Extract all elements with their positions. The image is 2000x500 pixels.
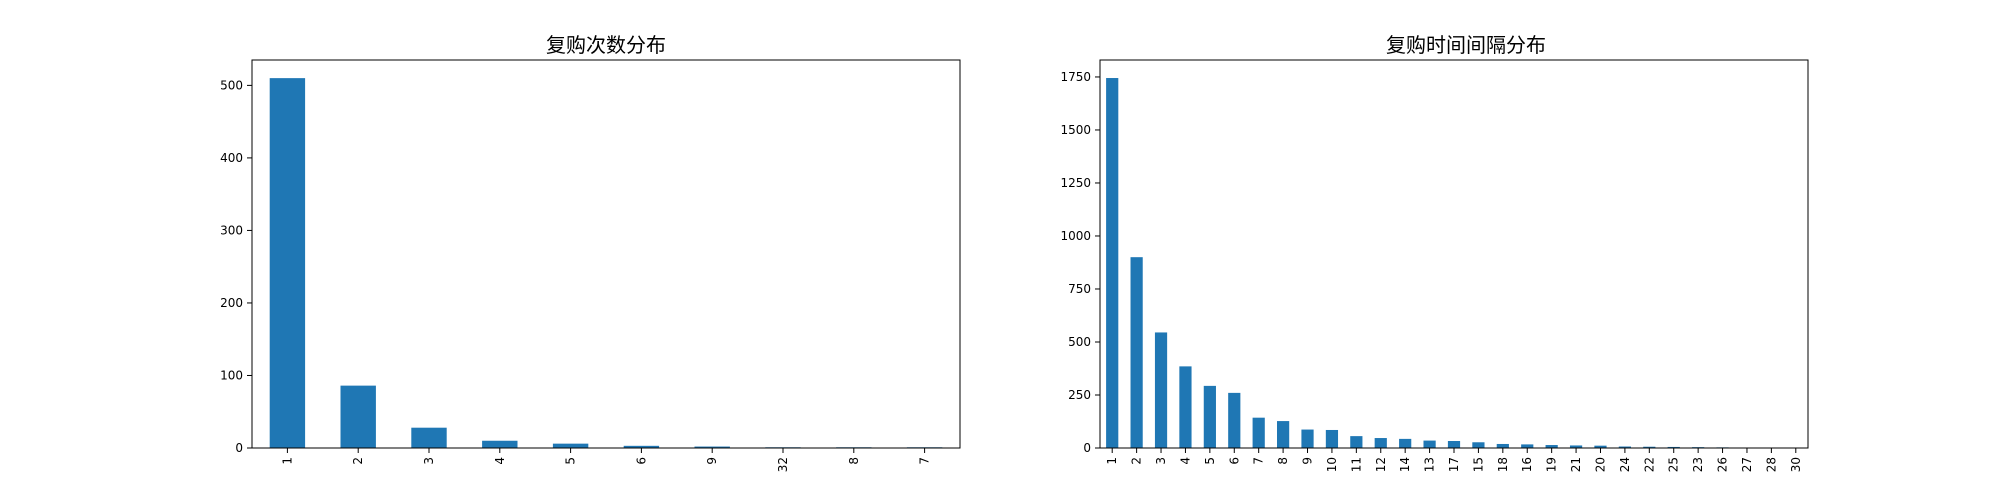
bar (1252, 417, 1265, 448)
y-tick-label: 1250 (1060, 176, 1091, 190)
x-tick-label: 5 (564, 457, 578, 465)
y-tick-label: 0 (1083, 441, 1091, 455)
x-tick-label: 6 (634, 457, 648, 465)
x-tick-label: 17 (1447, 457, 1461, 472)
bar (1594, 445, 1607, 448)
x-tick-label: 32 (776, 457, 790, 472)
x-tick-label: 2 (351, 457, 365, 465)
bar (1130, 257, 1143, 448)
x-tick-label: 2 (1130, 457, 1144, 465)
x-tick-label: 5 (1203, 457, 1217, 465)
x-tick-label: 9 (705, 457, 719, 465)
bar (1521, 444, 1534, 448)
bar (1203, 385, 1216, 448)
x-tick-label: 8 (847, 457, 861, 465)
bar (1643, 446, 1656, 448)
y-tick-label: 1000 (1060, 229, 1091, 243)
bar (552, 443, 589, 448)
bar (1667, 446, 1680, 448)
x-tick-label: 20 (1593, 457, 1607, 472)
x-tick-label: 12 (1374, 457, 1388, 472)
x-tick-label: 28 (1764, 457, 1778, 472)
x-tick-label: 26 (1716, 457, 1730, 472)
x-tick-label: 23 (1691, 457, 1705, 472)
x-tick-label: 25 (1667, 457, 1681, 472)
bar (1228, 392, 1241, 448)
y-tick-label: 1500 (1060, 123, 1091, 137)
bar (694, 446, 730, 448)
bar (411, 427, 447, 448)
bar (1618, 446, 1631, 448)
y-tick-label: 1750 (1060, 70, 1091, 84)
x-tick-label: 3 (422, 457, 436, 465)
x-tick-label: 7 (1252, 457, 1266, 465)
x-tick-label: 3 (1154, 457, 1168, 465)
bar (1472, 442, 1485, 448)
x-tick-label: 4 (493, 457, 507, 465)
x-tick-label: 13 (1423, 457, 1437, 472)
x-tick-label: 1 (280, 457, 294, 465)
x-tick-label: 21 (1569, 457, 1583, 472)
bar (1374, 438, 1387, 448)
repurchase-count-chart: 复购次数分布 0 100 200 300 400 500 1 2 3 4 5 6 9 32 8 7 (220, 33, 961, 472)
bar (1569, 445, 1583, 448)
y-tick-label: 250 (1068, 388, 1091, 402)
bar (1399, 438, 1412, 448)
x-tick-label: 8 (1276, 457, 1290, 465)
bar (1325, 429, 1339, 448)
y-tick-label: 300 (220, 223, 243, 237)
x-tick-label: 27 (1740, 457, 1754, 472)
bar (1154, 332, 1168, 448)
x-tick-label: 15 (1471, 457, 1485, 472)
bar (482, 440, 518, 448)
bar (1301, 429, 1314, 448)
x-tick-label: 7 (918, 457, 932, 465)
x-tick-label: 16 (1520, 457, 1534, 472)
x-tick-label: 11 (1349, 457, 1363, 472)
y-tick-label: 200 (220, 296, 243, 310)
bar (1106, 78, 1119, 449)
x-tick-label: 18 (1496, 457, 1510, 472)
bar (1545, 445, 1558, 448)
y-tick-label: 500 (1068, 335, 1091, 349)
y-tick-label: 0 (235, 441, 243, 455)
bar (1277, 421, 1290, 448)
x-tick-label: 9 (1301, 457, 1315, 465)
chart-title: 复购时间间隔分布 (1386, 33, 1546, 57)
bar (1496, 443, 1509, 448)
y-tick-label: 750 (1068, 282, 1091, 296)
x-tick-label: 14 (1398, 457, 1412, 472)
x-tick-label: 24 (1618, 457, 1632, 472)
plot-frame (251, 59, 961, 449)
x-tick-label: 4 (1178, 457, 1192, 465)
y-tick-label: 100 (220, 368, 243, 382)
x-tick-label: 19 (1545, 457, 1559, 472)
bar (1350, 436, 1363, 448)
bar (1447, 441, 1461, 448)
bar (1179, 366, 1192, 448)
bar (269, 78, 306, 448)
y-tick-label: 500 (220, 78, 243, 92)
x-tick-label: 6 (1227, 457, 1241, 465)
x-tick-label: 1 (1105, 457, 1119, 465)
bar (1423, 440, 1436, 448)
chart-title: 复购次数分布 (546, 33, 666, 57)
x-tick-label: 10 (1325, 457, 1339, 472)
y-tick-label: 400 (220, 151, 243, 165)
x-tick-label: 30 (1789, 457, 1803, 472)
bar (623, 445, 660, 448)
x-tick-label: 22 (1642, 457, 1656, 472)
bar (340, 385, 376, 448)
